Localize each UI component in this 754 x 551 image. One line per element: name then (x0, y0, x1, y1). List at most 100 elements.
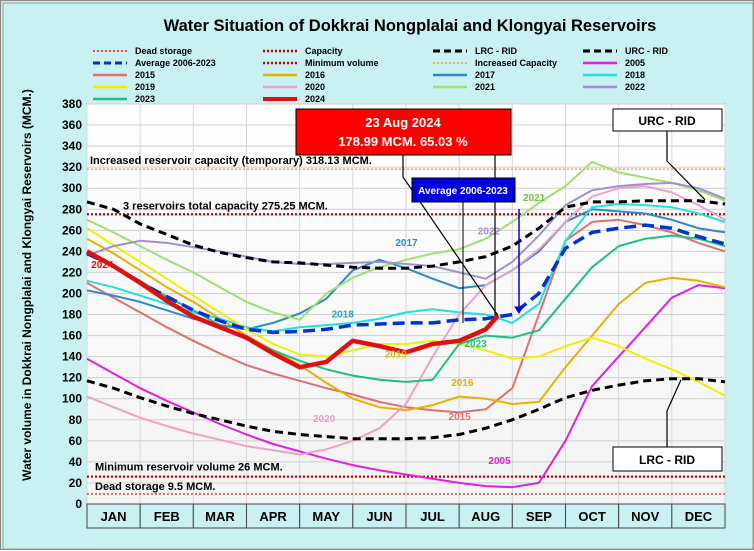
y-tick-label-260: 260 (62, 223, 82, 237)
series-line-2021 (86, 160, 726, 321)
average-callout-label: Average 2006-2023 (418, 186, 508, 197)
average-callout-box (411, 177, 516, 203)
ref-label-minimum-reservoir-volume: Minimum reservoir volume 26 MCM. (95, 462, 283, 474)
y-tick-label-160: 160 (62, 329, 82, 343)
y-tick-label-300: 300 (62, 181, 82, 195)
legend-label-capacity: Capacity (305, 46, 343, 56)
urc-callout-label: URC - RID (638, 114, 696, 128)
y-tick-label-200: 200 (62, 286, 82, 300)
series-line-2022 (86, 181, 726, 280)
y-tick-label-100: 100 (62, 392, 82, 406)
month-band-sep (511, 503, 567, 529)
lrc-callout-box (612, 446, 723, 472)
current-date: 23 Aug 2024 (365, 115, 441, 130)
month-label-aug: AUG (471, 509, 500, 524)
y-tick-label-380: 380 (62, 97, 82, 111)
month-label-apr: APR (259, 509, 287, 524)
legend-label-increased-capacity: Increased Capacity (475, 58, 557, 68)
legend-label-2005: 2005 (625, 58, 645, 68)
x-month-bands: JAN FEB MAR APR MAY JUN JUL AUG SEP OCT NOV DEC (86, 503, 726, 529)
legend-label-2020: 2020 (305, 82, 325, 92)
month-label-jun: JUN (366, 509, 392, 524)
lrc-leader-line (666, 379, 682, 447)
legend-label-2018: 2018 (625, 70, 645, 80)
ref-label-3-reservoirs-total-capacity: 3 reservoirs total capacity 275.25 MCM. (123, 200, 328, 212)
series-group (85, 160, 726, 489)
series-line-urc-rid (86, 199, 726, 270)
current-value-text: 178.99 MCM. 65.03 % (338, 134, 468, 149)
month-label-feb: FEB (154, 509, 180, 524)
month-label-nov: NOV (631, 509, 660, 524)
urc-leader-line (666, 131, 706, 201)
month-label-jan: JAN (101, 509, 127, 524)
legend-label-2017: 2017 (475, 70, 495, 80)
y-tick-label-60: 60 (69, 434, 83, 448)
reference-lines: Increased reservoir capacity (temporary)… (87, 155, 725, 495)
series-label-2022: 2022 (478, 227, 501, 238)
series-line-2019 (86, 227, 726, 397)
month-label-jul: JUL (420, 509, 445, 524)
month-band-feb (139, 503, 194, 529)
month-label-sep: SEP (526, 509, 552, 524)
y-tick-label-320: 320 (62, 160, 82, 174)
legend-label-2024: 2024 (305, 94, 325, 104)
series-label-2017: 2017 (395, 238, 418, 249)
ref-label-dead-storage: Dead storage 9.5 MCM. (95, 481, 215, 493)
series-line-2016 (86, 237, 726, 412)
series-label-2018: 2018 (332, 310, 355, 321)
month-band-nov (618, 503, 673, 529)
current-value-box (295, 108, 512, 156)
series-labels: 2024 2017 2018 2019 2020 2016 2015 2023 2022 2021… (91, 193, 545, 467)
month-band-jun (352, 503, 407, 529)
month-band-jul (405, 503, 460, 529)
month-band-jan (86, 503, 141, 529)
series-line-2024 (85, 249, 500, 370)
y-tick-label-280: 280 (62, 202, 82, 216)
legend-label-2021: 2021 (475, 82, 495, 92)
month-band-mar (192, 503, 247, 529)
y-tick-label-20: 20 (69, 476, 83, 490)
legend-label-2016: 2016 (305, 70, 325, 80)
y-tick-label-360: 360 (62, 118, 82, 132)
month-band-oct (565, 503, 620, 529)
series-label-2023: 2023 (464, 339, 487, 350)
chart-title: Water Situation of Dokkrai Nongplalai an… (164, 17, 657, 35)
average-arrow-head (514, 306, 524, 314)
y-ticks: 0 20 40 60 80 100 120 140 160 180 200 220 240 260 280 3… (62, 97, 82, 511)
series-line-2020 (86, 185, 726, 456)
current-leader-line (402, 155, 499, 316)
series-label-2021: 2021 (523, 193, 546, 204)
y-tick-label-180: 180 (62, 308, 82, 322)
y-tick-label-120: 120 (62, 371, 82, 385)
series-label-2019: 2019 (385, 350, 408, 361)
y-tick-label-140: 140 (62, 350, 82, 364)
callouts: 23 Aug 2024 178.99 MCM. 65.03 % Average 20… (295, 108, 723, 472)
legend-label-dead-storage: Dead storage (135, 46, 192, 56)
ref-label-increased-reservoir-capacity-temporary: Increased reservoir capacity (temporary)… (90, 155, 372, 167)
month-label-mar: MAR (205, 509, 235, 524)
series-line-lrc-rid (86, 377, 726, 441)
series-line-2015 (86, 218, 726, 414)
month-band-apr (246, 503, 301, 529)
series-label-2005: 2005 (488, 456, 511, 467)
legend-label-average-2006-2023: Average 2006-2023 (135, 58, 216, 68)
series-line-2018 (86, 203, 726, 333)
series-label-2024: 2024 (91, 260, 114, 271)
y-tick-label-0: 0 (75, 497, 82, 511)
y-tick-label-220: 220 (62, 265, 82, 279)
y-axis-label: Water volume in Dokkrai Nongplalai and K… (20, 89, 34, 481)
chart-legend: Dead storage Capacity LRC - RID URC - RID Av… (93, 46, 668, 104)
legend-label-2019: 2019 (135, 82, 155, 92)
lrc-callout-label: LRC - RID (639, 453, 695, 467)
y-tick-label-240: 240 (62, 244, 82, 258)
month-band-dec (671, 503, 726, 529)
month-label-may: MAY (312, 509, 340, 524)
series-label-2015: 2015 (449, 412, 472, 423)
series-label-2020: 2020 (313, 414, 336, 425)
month-label-dec: DEC (685, 509, 713, 524)
month-label-oct: OCT (578, 509, 606, 524)
legend-label-minimum-volume: Minimum volume (305, 58, 379, 68)
series-label-2016: 2016 (451, 378, 474, 389)
